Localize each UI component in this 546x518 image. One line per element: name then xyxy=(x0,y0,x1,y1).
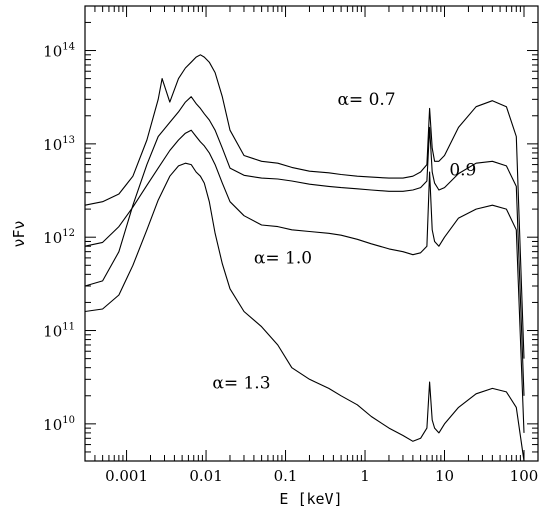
y-tick-label: 1011 xyxy=(43,322,75,341)
x-tick-label: 0.01 xyxy=(189,467,222,485)
x-tick-label: 10 xyxy=(435,467,454,485)
y-tick-label: 1012 xyxy=(43,228,75,247)
axis-ticks xyxy=(84,5,538,462)
x-tick-label: 1 xyxy=(360,467,370,485)
y-tick-label: 1013 xyxy=(43,135,75,154)
y-tick-labels: 1010 1011 1012 1013 1014 xyxy=(43,42,75,434)
plot-frame xyxy=(84,5,539,462)
series-line-1 xyxy=(84,54,525,359)
series-lines xyxy=(84,54,525,462)
x-tick-label: 100 xyxy=(510,467,539,485)
series-annotations: α= 0.7 0.9 α= 1.0 α= 1.3 xyxy=(212,90,476,393)
x-tick-label: 0.1 xyxy=(274,467,298,485)
series-annotation: α= 1.3 xyxy=(212,373,270,393)
y-tick-label: 1014 xyxy=(43,42,75,61)
series-annotation: 0.9 xyxy=(449,160,476,180)
x-tick-label: 0.001 xyxy=(105,467,148,485)
y-axis-label: νFν xyxy=(10,220,28,247)
y-tick-label: 1010 xyxy=(43,415,75,434)
x-tick-labels: 0.001 0.01 0.1 1 10 100 xyxy=(105,467,538,485)
series-line-3 xyxy=(84,129,525,433)
series-annotation: α= 0.7 xyxy=(337,90,395,110)
series-annotation: α= 1.0 xyxy=(254,249,312,269)
series-line-4 xyxy=(84,162,525,462)
series-line-2 xyxy=(84,96,525,396)
x-axis-label: E [keV] xyxy=(279,490,342,508)
